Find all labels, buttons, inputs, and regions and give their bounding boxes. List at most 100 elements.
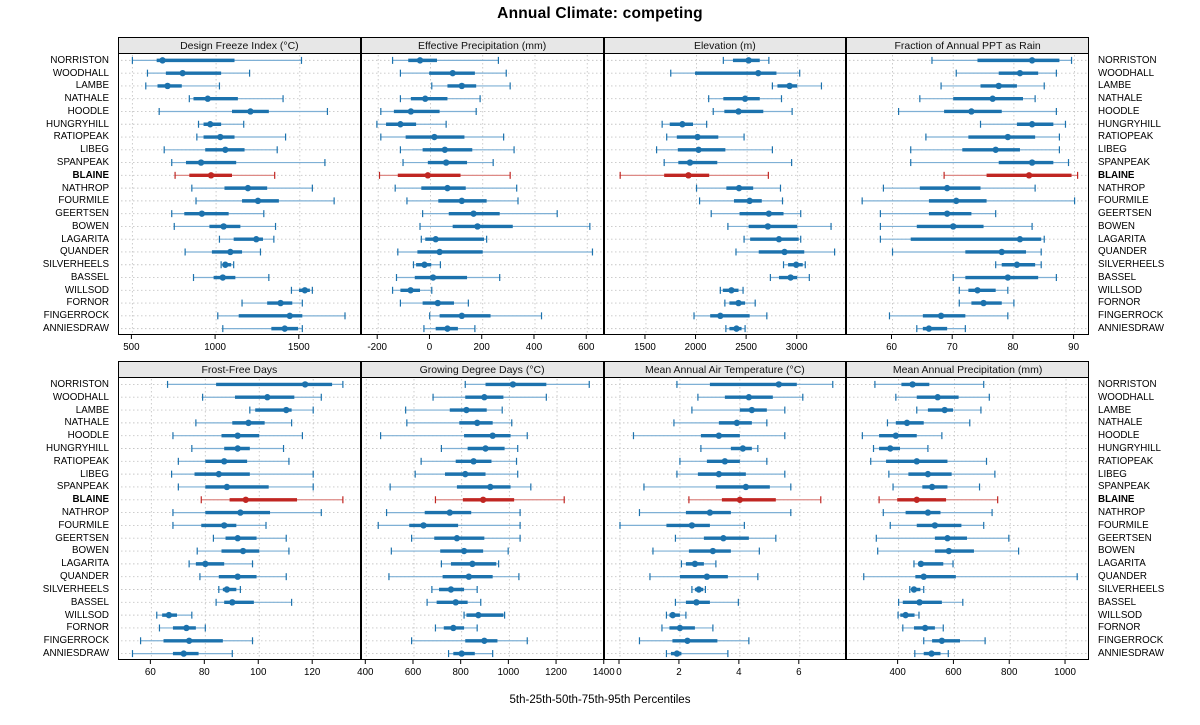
- percentile-row: [880, 222, 1033, 230]
- percentile-row: [463, 611, 505, 619]
- percentile-row: [399, 146, 515, 154]
- percentile-row: [391, 286, 433, 294]
- axis-tick-label: 1000: [204, 342, 226, 353]
- percentile-row: [410, 637, 528, 645]
- percentile-row: [440, 445, 519, 452]
- site-label: LAGARITA: [1098, 558, 1146, 570]
- percentile-row: [195, 197, 335, 205]
- site-label-column-left: NORRISTON WOODHALL LAMBE NATHALE HOODLE HUNGR…: [0, 54, 114, 335]
- site-label: WOODHALL: [52, 67, 109, 79]
- percentile-row: [632, 432, 785, 440]
- axis-tick-label: 120: [304, 667, 321, 678]
- percentile-row: [719, 286, 744, 294]
- percentile-row: [177, 483, 314, 491]
- percentile-row: [414, 470, 519, 478]
- percentile-row: [391, 56, 499, 64]
- site-label: QUANDER: [60, 571, 109, 583]
- site-label: NATHROP: [61, 182, 109, 194]
- site-label: WILLSOD: [1098, 609, 1143, 621]
- percentile-row: [898, 598, 964, 606]
- axis-tick-label: 60: [145, 667, 156, 678]
- site-label: FORNOR: [1098, 622, 1141, 634]
- site-label: WOODHALL: [1098, 67, 1155, 79]
- site-label: GEERTSEN: [1098, 532, 1152, 544]
- percentile-row: [678, 457, 767, 465]
- percentile-row: [390, 547, 509, 555]
- percentile-row: [423, 325, 476, 333]
- panel-plot: [118, 54, 361, 335]
- site-label: HUNGRYHILL: [46, 118, 109, 130]
- percentile-row: [913, 560, 954, 568]
- axis-tick-label: 80: [199, 667, 210, 678]
- site-label: LIBEG: [1098, 144, 1127, 156]
- site-label: LAMBE: [1098, 404, 1132, 416]
- percentile-row: [910, 159, 1070, 167]
- site-label: BASSEL: [70, 596, 109, 608]
- percentile-row: [919, 95, 1036, 103]
- percentile-row: [883, 184, 1036, 192]
- percentile-row: [171, 159, 326, 167]
- site-label: RATIOPEAK: [1098, 131, 1154, 143]
- percentile-row: [897, 611, 920, 619]
- percentile-row: [376, 120, 447, 128]
- percentile-row: [674, 534, 776, 542]
- chart-title: Annual Climate: competing: [497, 5, 703, 22]
- percentile-row: [158, 624, 206, 632]
- site-label: SPANPEAK: [56, 157, 109, 168]
- site-label: WILLSOD: [1098, 284, 1143, 296]
- site-label: NATHALE: [64, 93, 109, 105]
- percentile-row: [892, 248, 1043, 256]
- site-label-column-left: NORRISTON WOODHALL LAMBE NATHALE HOODLE HUNGR…: [0, 378, 114, 660]
- axis-tick-label: 2000: [684, 342, 706, 353]
- site-label: HOODLE: [67, 430, 109, 442]
- site-label: BOWEN: [71, 220, 109, 232]
- site-label: FINGERROCK: [1098, 310, 1164, 322]
- percentile-row: [202, 393, 322, 401]
- axis-tick-label: 1200: [545, 667, 567, 678]
- percentile-row: [642, 483, 791, 491]
- percentile-row: [197, 120, 245, 128]
- percentile-row: [385, 509, 521, 517]
- percentile-row: [379, 133, 504, 141]
- site-label: FORNOR: [66, 297, 109, 309]
- axis-tick-label: 400: [357, 667, 374, 678]
- axis-tick-label: 400: [890, 667, 907, 678]
- percentile-row: [665, 650, 728, 658]
- percentile-row: [952, 274, 1058, 282]
- site-label: FOURMILE: [58, 195, 109, 207]
- percentile-row: [958, 286, 1009, 294]
- axis-tick-label: 600: [945, 667, 962, 678]
- percentile-row: [675, 380, 833, 388]
- axis-tick-label: 600: [405, 667, 422, 678]
- panel-strip-title: Effective Precipitation (mm): [360, 37, 604, 54]
- x-axis: 500 1000 1500: [118, 335, 361, 355]
- percentile-row: [170, 470, 314, 478]
- percentile-row: [734, 248, 835, 256]
- percentile-row: [172, 509, 322, 517]
- percentile-row: [923, 637, 986, 645]
- percentile-row: [378, 171, 511, 179]
- percentile-row: [431, 586, 478, 593]
- percentile-row: [430, 82, 511, 90]
- percentile-row: [173, 222, 277, 230]
- percentile-row: [406, 197, 519, 205]
- site-label: NORRISTON: [1098, 54, 1157, 66]
- percentile-row: [877, 547, 1020, 555]
- percentile-row: [931, 56, 1073, 64]
- percentile-row: [405, 419, 513, 427]
- percentile-row: [889, 312, 1009, 320]
- site-label: BASSEL: [1098, 596, 1137, 608]
- site-label: LAMBE: [1098, 80, 1132, 92]
- percentile-row: [916, 406, 982, 414]
- site-label: BLAINE: [1098, 494, 1135, 506]
- percentile-row: [648, 573, 758, 581]
- percentile-row: [217, 312, 346, 320]
- percentile-row: [680, 560, 716, 568]
- percentile-row: [420, 457, 517, 465]
- panel-plot: [603, 54, 847, 335]
- site-label: GEERTSEN: [55, 532, 109, 544]
- percentile-row: [874, 380, 985, 388]
- site-label: QUANDER: [60, 246, 109, 258]
- percentile-row: [958, 299, 1015, 307]
- site-label: SPANPEAK: [1098, 481, 1151, 493]
